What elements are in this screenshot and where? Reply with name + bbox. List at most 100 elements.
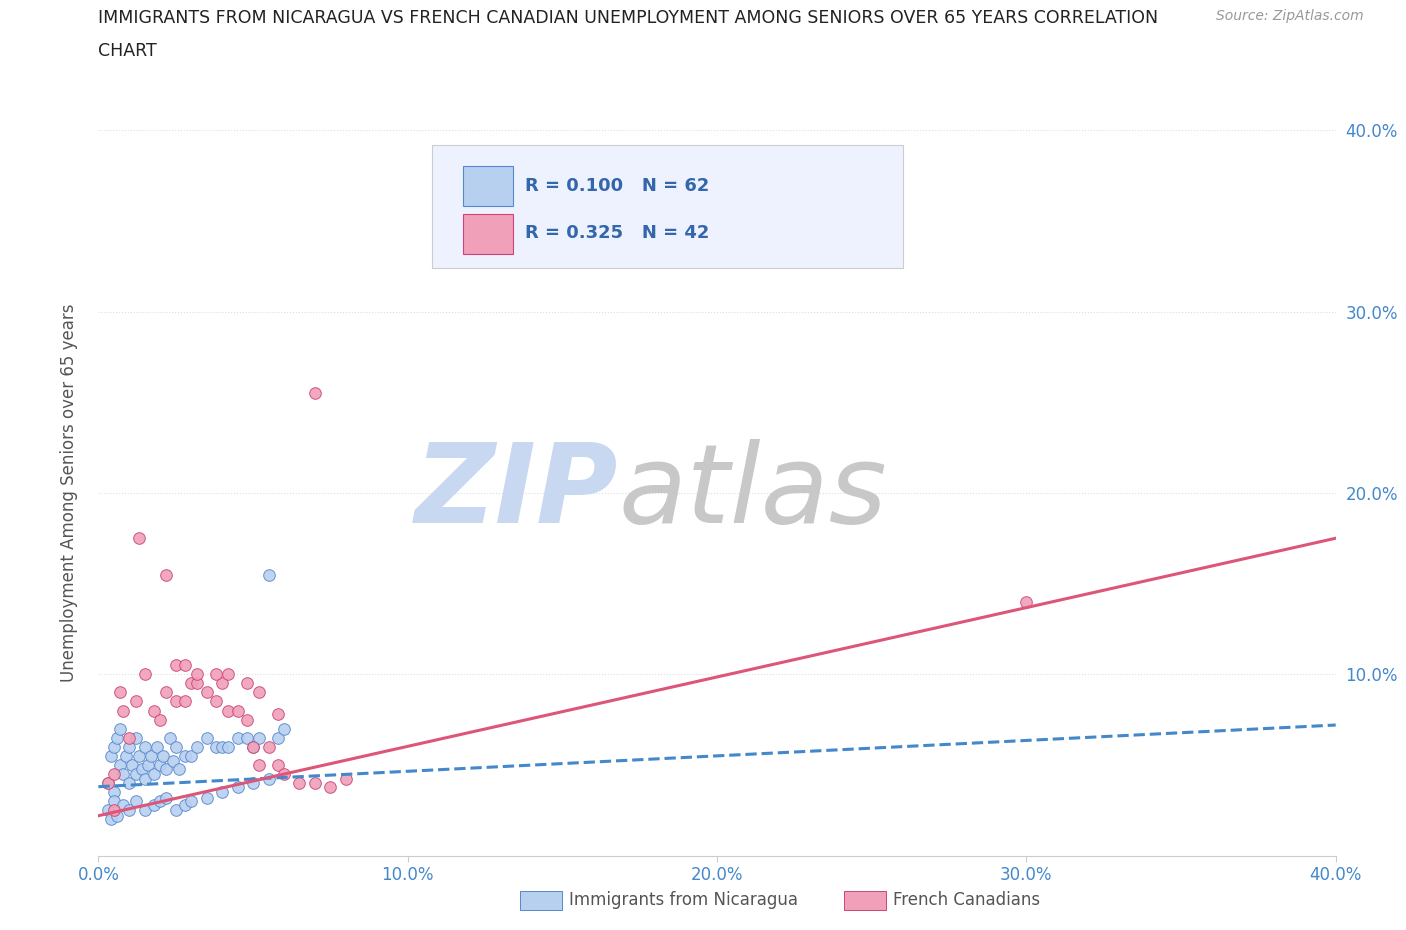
Point	[103, 794, 125, 809]
Point	[118, 730, 141, 745]
Point	[288, 776, 311, 790]
Point	[236, 730, 259, 745]
Point	[97, 776, 120, 790]
Point	[174, 749, 197, 764]
Point	[118, 776, 141, 790]
Point	[108, 684, 131, 700]
Text: French Canadians: French Canadians	[893, 891, 1040, 910]
FancyBboxPatch shape	[433, 145, 903, 268]
Point	[112, 797, 135, 812]
Point	[115, 749, 138, 764]
FancyBboxPatch shape	[464, 166, 513, 206]
Point	[165, 803, 187, 817]
Point	[136, 757, 159, 772]
Point	[134, 739, 156, 754]
Point	[124, 766, 146, 781]
Point	[155, 567, 177, 582]
Point	[103, 785, 125, 800]
Point	[226, 730, 249, 745]
Point	[165, 739, 187, 754]
Point	[108, 722, 131, 737]
Point	[167, 761, 190, 776]
Point	[205, 694, 228, 709]
Point	[134, 803, 156, 817]
Point	[195, 790, 218, 805]
Text: ZIP: ZIP	[415, 439, 619, 547]
Point	[105, 808, 128, 823]
Point	[143, 797, 166, 812]
Point	[124, 694, 146, 709]
Point	[211, 739, 233, 754]
Point	[304, 386, 326, 401]
Point	[149, 757, 172, 772]
Point	[180, 749, 202, 764]
Point	[97, 776, 120, 790]
Point	[217, 703, 239, 718]
Point	[112, 703, 135, 718]
Point	[1015, 594, 1038, 609]
Point	[247, 684, 270, 700]
Text: IMMIGRANTS FROM NICARAGUA VS FRENCH CANADIAN UNEMPLOYMENT AMONG SENIORS OVER 65 : IMMIGRANTS FROM NICARAGUA VS FRENCH CANA…	[98, 9, 1159, 27]
Point	[146, 739, 169, 754]
Point	[205, 667, 228, 682]
Point	[174, 797, 197, 812]
Point	[247, 730, 270, 745]
Point	[100, 812, 122, 827]
Point	[165, 658, 187, 672]
Text: Immigrants from Nicaragua: Immigrants from Nicaragua	[569, 891, 799, 910]
Point	[226, 703, 249, 718]
Text: CHART: CHART	[98, 42, 157, 60]
Point	[205, 739, 228, 754]
Point	[273, 766, 295, 781]
Point	[335, 772, 357, 787]
Point	[257, 772, 280, 787]
Point	[139, 749, 162, 764]
Point	[128, 531, 150, 546]
Point	[103, 739, 125, 754]
Point	[257, 567, 280, 582]
Point	[97, 803, 120, 817]
Point	[174, 694, 197, 709]
Point	[180, 794, 202, 809]
FancyBboxPatch shape	[464, 214, 513, 254]
Point	[195, 684, 218, 700]
Point	[242, 739, 264, 754]
Text: atlas: atlas	[619, 439, 887, 547]
Point	[242, 739, 264, 754]
Point	[155, 684, 177, 700]
Point	[152, 749, 174, 764]
Point	[319, 779, 342, 794]
Text: R = 0.100   N = 62: R = 0.100 N = 62	[526, 177, 710, 195]
Point	[134, 667, 156, 682]
Point	[128, 749, 150, 764]
Point	[211, 785, 233, 800]
Point	[143, 766, 166, 781]
Point	[155, 761, 177, 776]
Point	[217, 667, 239, 682]
Point	[100, 749, 122, 764]
Point	[121, 757, 143, 772]
Point	[226, 779, 249, 794]
Point	[180, 676, 202, 691]
Point	[108, 757, 131, 772]
Point	[267, 730, 290, 745]
Point	[149, 794, 172, 809]
Point	[143, 703, 166, 718]
Point	[211, 676, 233, 691]
Point	[186, 676, 208, 691]
Point	[165, 694, 187, 709]
Point	[124, 730, 146, 745]
Point	[186, 667, 208, 682]
Point	[134, 772, 156, 787]
Point	[112, 766, 135, 781]
Text: Source: ZipAtlas.com: Source: ZipAtlas.com	[1216, 9, 1364, 23]
Point	[131, 761, 153, 776]
Point	[236, 676, 259, 691]
Point	[162, 754, 184, 769]
Point	[242, 776, 264, 790]
Point	[159, 730, 181, 745]
Text: R = 0.325   N = 42: R = 0.325 N = 42	[526, 224, 710, 242]
Point	[273, 722, 295, 737]
Point	[105, 730, 128, 745]
Point	[149, 712, 172, 727]
